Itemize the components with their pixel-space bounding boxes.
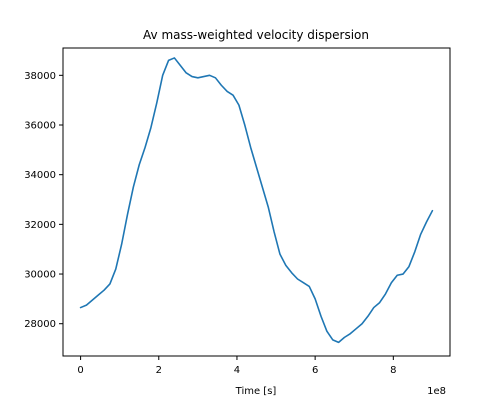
- y-tick-label: 32000: [24, 220, 56, 231]
- x-tick-label: 6: [312, 365, 318, 376]
- x-tick-label: 2: [156, 365, 162, 376]
- y-tick-label: 34000: [24, 170, 56, 181]
- x-tick-label: 4: [234, 365, 240, 376]
- y-tick-label: 36000: [24, 121, 56, 132]
- y-axis: 28000 30000 32000 34000 36000 38000: [24, 71, 63, 330]
- series-layer: [79, 57, 434, 344]
- y-tick-label: 28000: [24, 319, 56, 330]
- x-axis-offset-label: 1e8: [427, 386, 446, 397]
- x-axis-label: Time [s]: [235, 386, 277, 397]
- x-tick-label: 0: [77, 365, 83, 376]
- y-tick-label: 38000: [24, 71, 56, 82]
- x-axis: 0 2 4 6 8: [77, 356, 397, 376]
- chart-title: Av mass-weighted velocity dispersion: [143, 28, 369, 42]
- y-tick-label: 30000: [24, 270, 56, 281]
- series-line: [79, 57, 434, 344]
- plot-frame: [62, 47, 451, 357]
- x-tick-label: 8: [390, 365, 396, 376]
